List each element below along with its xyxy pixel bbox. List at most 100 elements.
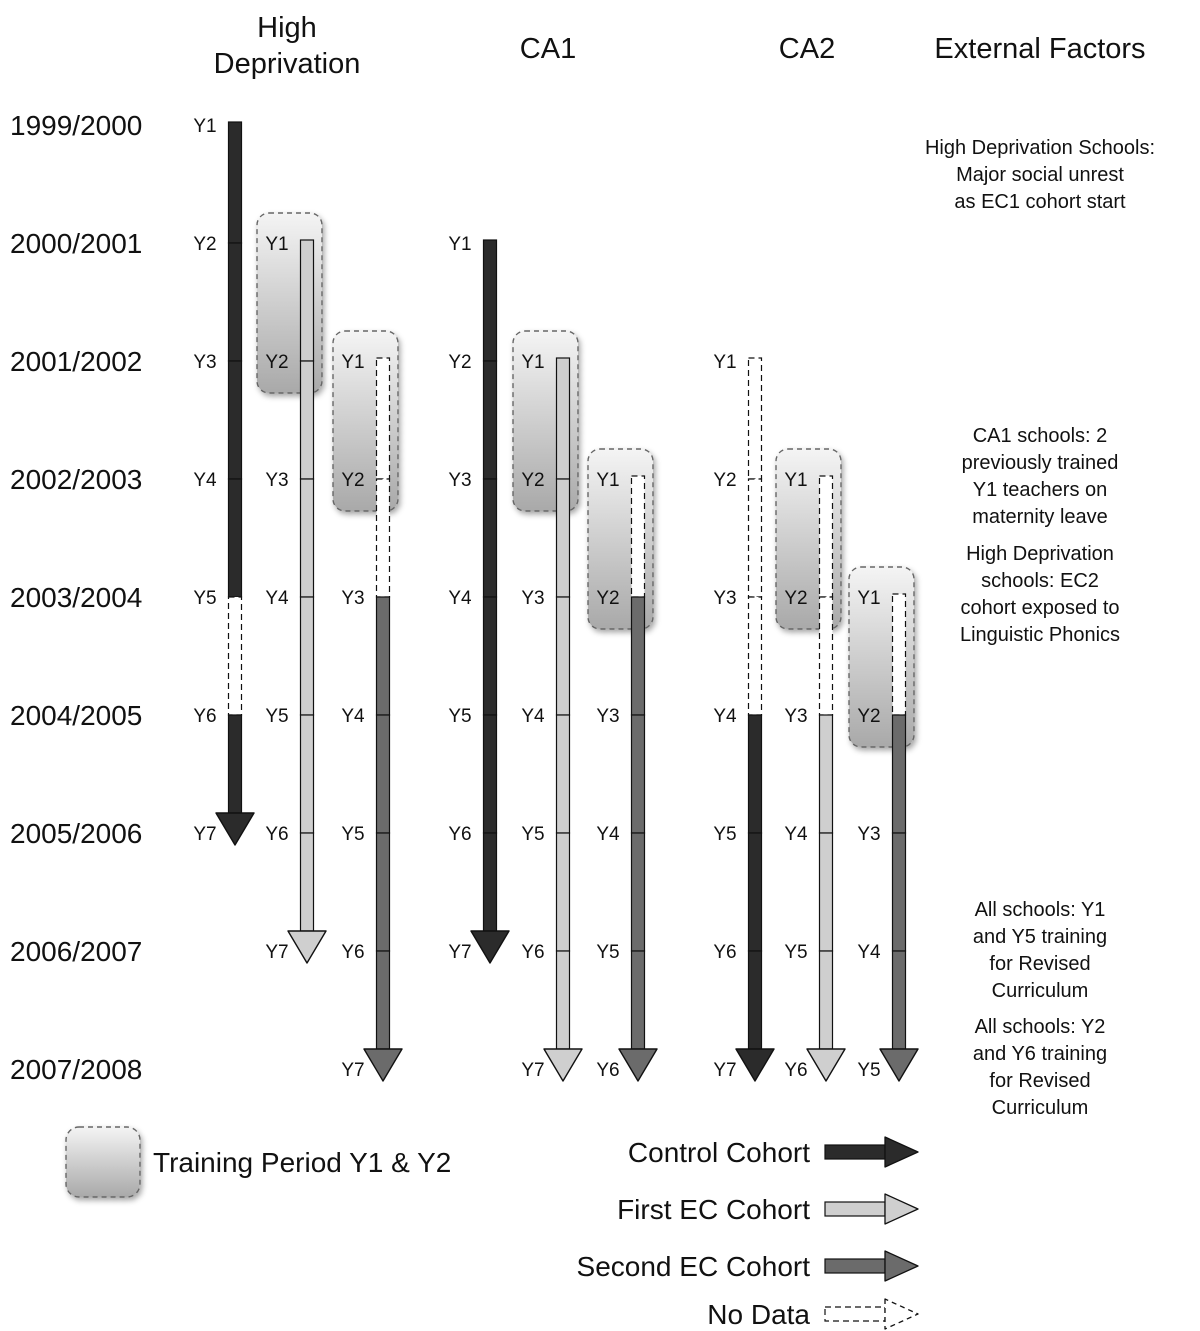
year-group-label: Y3 [596,706,619,727]
cohort-shaft-segment [482,596,498,716]
cohort-shaft-segment [482,714,498,834]
no-data-segment [747,478,763,598]
external-factor-2-line-1: schools: EC2 [981,570,1099,592]
no-data-segment [227,596,243,716]
cohort-arrow-head [806,1048,846,1082]
cohort-shaft-segment [630,596,646,716]
column-header-0-line-1: Deprivation [214,48,361,80]
year-group-label: Y1 [193,116,216,137]
cohort-shaft-segment [891,950,907,1050]
year-group-label: Y4 [265,588,289,609]
year-group-label: Y7 [193,824,216,845]
legend: Training Period Y1 & Y2 Control Cohort Fir… [65,1126,919,1330]
cohort-shaft-segment [299,239,315,362]
year-group-label: Y5 [193,588,216,609]
legend-training-swatch [65,1126,141,1198]
no-data-segment [747,596,763,716]
cohort-shaft-segment [630,832,646,952]
year-group-label: Y5 [713,824,736,845]
cohort-arrow-head [215,812,255,846]
cohort-shaft-segment [299,596,315,716]
year-group-label: Y2 [448,352,471,373]
cohort-arrow-head [287,930,327,964]
year-group-label: Y6 [596,1060,619,1081]
year-label-1: 2000/2001 [10,228,142,259]
external-factor-4-line-2: for Revised [989,1070,1090,1092]
year-group-label: Y6 [341,942,364,963]
year-group-label: Y5 [521,824,544,845]
cohort-arrow-head [543,1048,583,1082]
column-header-1: CA1 [520,33,576,65]
year-group-label: Y7 [265,942,288,963]
year-label-0: 1999/2000 [10,110,142,141]
year-group-label: Y3 [857,824,880,845]
year-group-label: Y3 [713,588,736,609]
cohort-shaft-segment [375,714,391,834]
external-factor-3-line-0: All schools: Y1 [975,899,1106,921]
year-group-label: Y6 [713,942,736,963]
year-group-label: Y1 [857,588,880,609]
year-group-label: Y1 [596,470,619,491]
year-group-label: Y5 [448,706,471,727]
column-header-0-line-0: High [257,12,317,44]
year-group-label: Y2 [341,470,364,491]
column-header-3: External Factors [934,33,1145,65]
year-group-label: Y2 [265,352,288,373]
year-label-6: 2005/2006 [10,818,142,849]
cohort-shaft-segment [375,950,391,1050]
year-group-label: Y2 [857,706,880,727]
legend-swatch-shaft [824,1144,886,1160]
external-factor-3-line-1: and Y5 training [973,926,1107,948]
year-label-4: 2003/2004 [10,582,142,613]
year-group-label: Y1 [784,470,807,491]
cohort-shaft-segment [227,360,243,480]
cohort-shaft-segment [555,950,571,1050]
year-group-label: Y5 [857,1060,880,1081]
cohort-shaft-segment [482,239,498,362]
cohort-arrow-head [618,1048,658,1082]
cohort-arrow-head [363,1048,403,1082]
year-label-5: 2004/2005 [10,700,142,731]
label-layer: High Deprivation CA1 CA2 External Factors 199… [10,12,1155,1119]
legend-swatch-head [884,1298,919,1330]
legend-swatch-shaft [824,1201,886,1217]
year-group-label: Y1 [713,352,736,373]
legend-training-label: Training Period Y1 & Y2 [153,1147,451,1178]
cohort-shaft-segment [747,832,763,952]
cohort-shaft-segment [299,714,315,834]
external-factor-4-line-0: All schools: Y2 [975,1016,1106,1038]
year-label-2: 2001/2002 [10,346,142,377]
year-label-7: 2006/2007 [10,936,142,967]
year-group-label: Y4 [857,942,881,963]
year-group-label: Y2 [193,234,216,255]
external-factor-4-line-3: Curriculum [992,1097,1089,1119]
legend-first-ec-label: First EC Cohort [617,1194,810,1225]
cohort-shaft-segment [555,714,571,834]
cohort-shaft-segment [747,714,763,834]
legend-swatch-shaft [824,1258,886,1274]
year-group-label: Y6 [448,824,471,845]
column-header-2: CA2 [779,33,835,65]
year-group-label: Y2 [596,588,619,609]
legend-control-label: Control Cohort [628,1137,810,1168]
no-data-segment [818,475,834,598]
cohort-shaft-segment [891,832,907,952]
external-factor-2-line-3: Linguistic Phonics [960,624,1120,646]
cohort-arrow-head [879,1048,919,1082]
cohort-shaft-segment [818,950,834,1050]
cohort-shaft-segment [375,832,391,952]
cohort-arrow-layer [215,121,919,1082]
year-group-label: Y2 [521,470,544,491]
legend-swatch-head [884,1193,919,1225]
year-group-label: Y3 [265,470,288,491]
cohort-shaft-segment [375,596,391,716]
year-group-label: Y2 [713,470,736,491]
external-factor-1-line-2: Y1 teachers on [973,479,1108,501]
cohort-shaft-segment [891,714,907,834]
cohort-shaft-segment [630,950,646,1050]
cohort-shaft-segment [818,832,834,952]
no-data-segment [375,478,391,598]
year-group-label: Y7 [521,1060,544,1081]
cohort-shaft-segment [482,478,498,598]
